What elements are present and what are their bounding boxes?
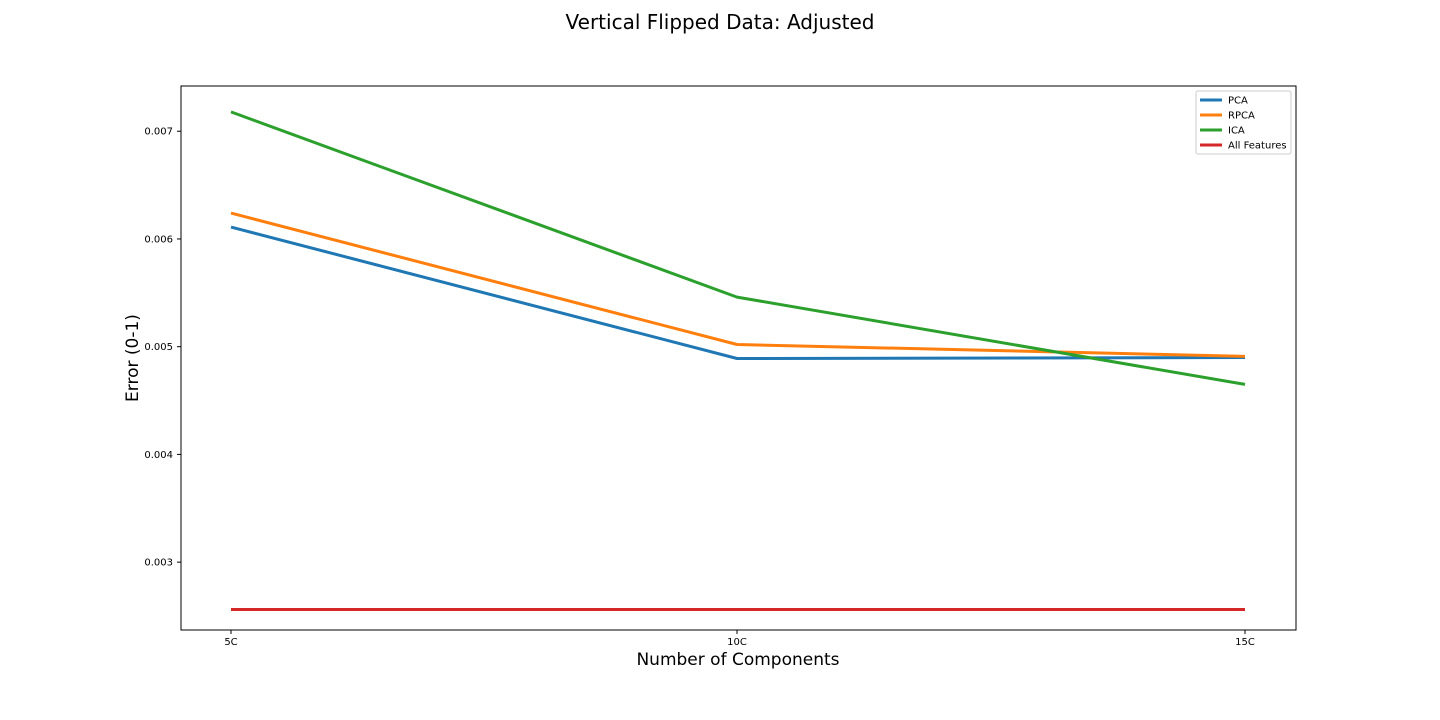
y-tick-label: 0.005	[144, 342, 173, 353]
y-tick-label: 0.007	[144, 127, 173, 138]
y-tick-label: 0.003	[144, 558, 173, 569]
legend-label: All Features	[1228, 141, 1287, 152]
series-line-rpca	[230, 211, 1246, 358]
legend: PCA RPCA ICA All Features	[1195, 90, 1292, 155]
x-tick-label: 10C	[727, 637, 747, 648]
x-tick-label: 15C	[1235, 637, 1255, 648]
legend-label: ICA	[1228, 126, 1245, 137]
x-tick-label: 5C	[224, 637, 237, 648]
plot-frame	[180, 85, 1297, 631]
y-tick-label: 0.006	[144, 234, 173, 245]
legend-label: PCA	[1228, 96, 1248, 107]
x-axis: 5C 10C 15C	[224, 630, 1255, 648]
legend-box	[1195, 90, 1292, 155]
chart-title: Vertical Flipped Data: Adjusted	[566, 10, 875, 34]
legend-label: RPCA	[1228, 111, 1255, 122]
series-line-pca	[230, 225, 1246, 360]
y-axis: 0.003 0.004 0.005 0.006 0.007	[144, 127, 181, 569]
y-tick-label: 0.004	[144, 450, 173, 461]
y-axis-label: Error (0-1)	[123, 314, 143, 402]
x-axis-label: Number of Components	[636, 650, 839, 670]
series-line-ica	[230, 110, 1246, 386]
plot-area	[180, 85, 1297, 631]
series-group	[230, 110, 1246, 611]
